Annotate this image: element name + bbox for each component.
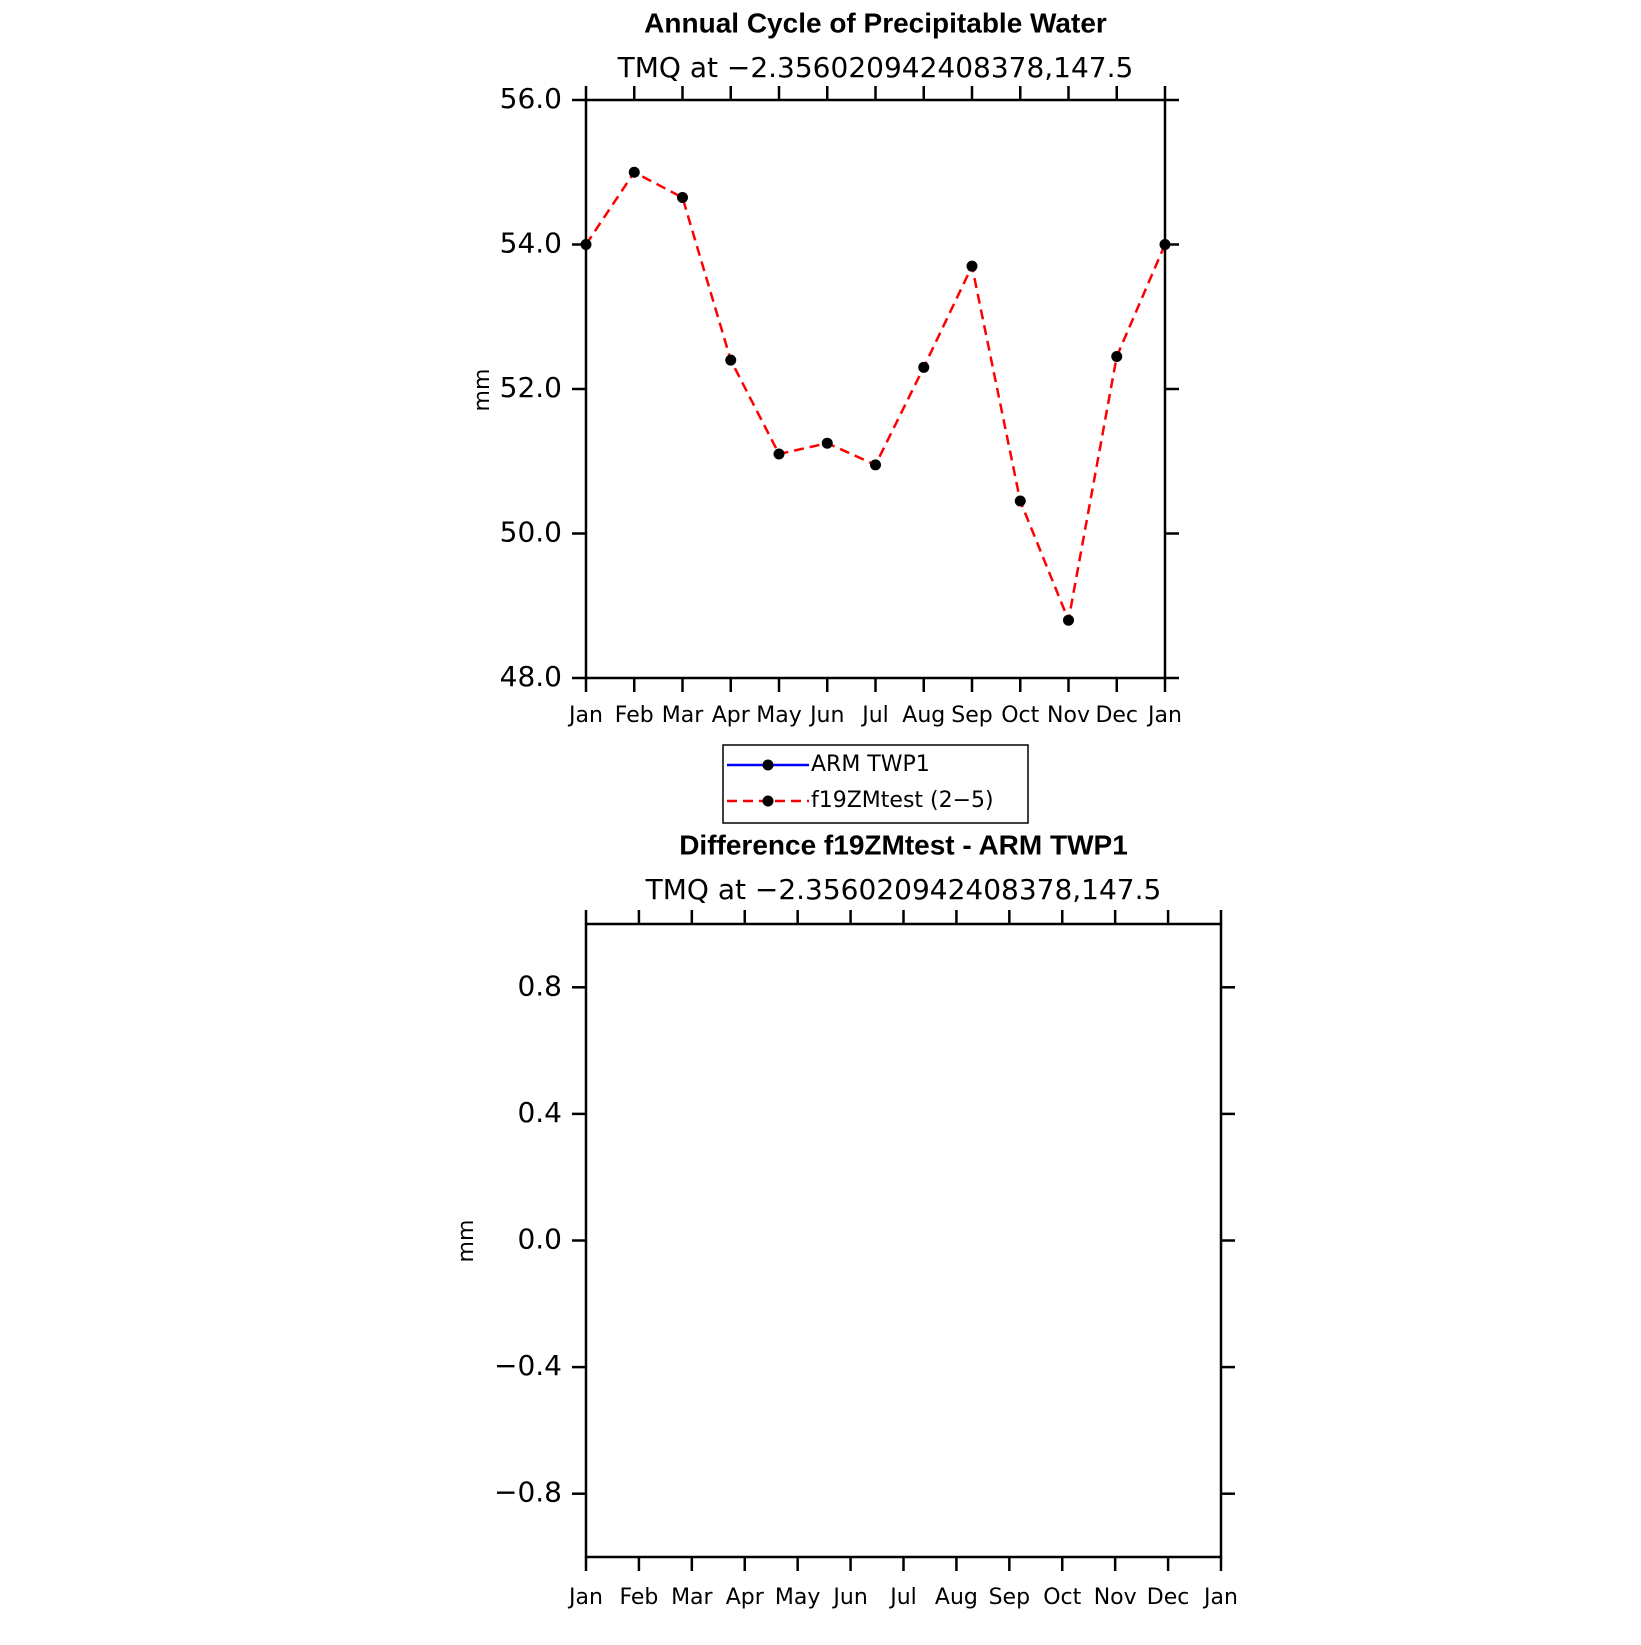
x-tick-label: Jul xyxy=(888,1585,917,1610)
data-point xyxy=(1014,495,1026,507)
y-tick-label: 0.4 xyxy=(517,1096,562,1129)
x-tick-label: May xyxy=(756,703,801,728)
x-tick-label: Jun xyxy=(808,703,844,728)
data-point xyxy=(1159,239,1171,250)
x-tick-label: Nov xyxy=(1047,703,1090,728)
x-tick-label: Apr xyxy=(726,1585,765,1610)
x-tick-label: May xyxy=(775,1585,820,1610)
x-tick-label: Jan xyxy=(1202,1585,1238,1610)
data-point xyxy=(628,166,640,178)
x-tick-label: Feb xyxy=(615,703,654,728)
y-tick-label: 48.0 xyxy=(500,660,562,693)
y-axis-label: mm xyxy=(470,369,495,412)
legend-label: f19ZMtest (2−5) xyxy=(811,788,994,813)
legend-label: ARM TWP1 xyxy=(811,752,930,777)
y-tick-label: 50.0 xyxy=(500,516,562,549)
legend-marker xyxy=(762,795,774,807)
y-tick-label: −0.8 xyxy=(494,1476,562,1509)
y-tick-label: 52.0 xyxy=(500,371,562,404)
x-tick-label: Sep xyxy=(951,703,992,728)
x-tick-label: Jun xyxy=(831,1585,867,1610)
x-tick-label: Oct xyxy=(1001,703,1039,728)
data-point xyxy=(725,354,737,366)
data-point xyxy=(821,437,833,449)
x-tick-label: Mar xyxy=(662,703,704,728)
x-tick-label: Jan xyxy=(567,1585,603,1610)
x-tick-label: Apr xyxy=(712,703,751,728)
x-tick-label: Jan xyxy=(1146,703,1182,728)
x-tick-label: Jul xyxy=(860,703,889,728)
y-tick-label: 56.0 xyxy=(500,82,562,115)
y-tick-label: 0.0 xyxy=(517,1223,562,1256)
y-axis-label: mm xyxy=(454,1220,479,1263)
data-point xyxy=(1063,614,1074,626)
chart-title: Difference f19ZMtest - ARM TWP1 xyxy=(679,829,1128,860)
legend-box xyxy=(722,744,1029,824)
y-tick-label: −0.4 xyxy=(494,1349,562,1382)
x-tick-label: Nov xyxy=(1094,1585,1137,1610)
x-tick-label: Mar xyxy=(671,1585,713,1610)
data-point xyxy=(966,260,978,272)
chart-subtitle: TMQ at −2.356020942408378,147.5 xyxy=(617,51,1134,84)
data-point xyxy=(580,239,592,250)
data-point xyxy=(870,459,881,471)
x-tick-label: Oct xyxy=(1043,1585,1081,1610)
x-tick-label: Dec xyxy=(1095,703,1138,728)
y-tick-label: 0.8 xyxy=(517,969,562,1002)
chart-subtitle: TMQ at −2.356020942408378,147.5 xyxy=(645,873,1162,906)
x-tick-label: Aug xyxy=(902,703,945,728)
y-tick-label: 54.0 xyxy=(500,227,562,260)
data-point xyxy=(677,192,688,204)
x-tick-label: Aug xyxy=(935,1585,978,1610)
x-tick-label: Dec xyxy=(1147,1585,1190,1610)
x-tick-label: Feb xyxy=(619,1585,658,1610)
x-tick-label: Jan xyxy=(567,703,603,728)
series-line xyxy=(584,170,1167,625)
plot-frame xyxy=(584,922,1223,1559)
data-point xyxy=(918,361,930,373)
plot-frame xyxy=(584,98,1167,680)
data-point xyxy=(1111,350,1123,362)
legend-marker xyxy=(762,759,774,771)
data-point xyxy=(773,448,785,460)
x-tick-label: Sep xyxy=(989,1585,1030,1610)
chart-title: Annual Cycle of Precipitable Water xyxy=(644,7,1107,38)
